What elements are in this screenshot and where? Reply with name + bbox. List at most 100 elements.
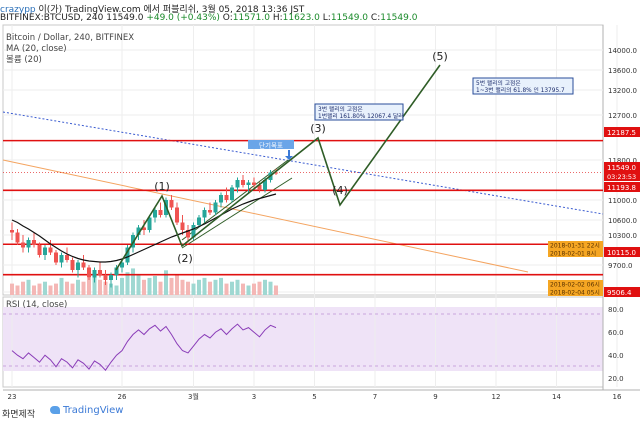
volume-bar [175,274,179,295]
open-value: 11571.0 [232,13,270,23]
rsi-line [11,323,277,371]
candle-body [32,240,36,245]
volume-bar [103,281,108,295]
volume-bar [191,283,196,295]
candle-body [263,180,267,190]
price-tick-label: 14000.0 [608,47,637,55]
volume-bar [186,281,190,295]
candle-body [125,247,130,263]
candle-body [103,275,108,280]
volume-bar [10,283,14,295]
price-tick-label: 13600.0 [608,67,637,75]
high-value: 11623.0 [282,13,320,23]
candle-body [202,210,207,218]
volume-bar [26,279,31,295]
volume-bar [54,283,58,295]
low-label: L: [322,13,331,23]
volume-bar [70,283,75,295]
price-tick-label: 10600.0 [608,217,637,225]
elliott-wave-path[interactable] [115,64,441,271]
candle-body [15,232,20,243]
wave-5-label: (5) [432,50,448,63]
volume-bar [125,272,130,295]
trendline-blue[interactable] [2,111,604,215]
time-tick-label: 12 [492,393,501,401]
date-tag-c-text: 2018-02-02 06시 [550,282,600,289]
wave-1-label: (1) [154,180,170,193]
tag-support1 [604,182,640,192]
candle-body [224,195,229,200]
volume-bar [76,279,80,295]
tag-time-text: 03:23:53 [607,173,636,181]
volume-bar [109,283,113,295]
volume-bar [120,277,124,295]
volume-bar [257,281,262,295]
volume-bar [81,281,86,295]
volume-bar [87,277,91,295]
volume-bar [224,283,229,295]
candle-body [219,195,223,203]
candle-body [43,247,47,255]
legend-volume: 볼륨 (20) [6,54,42,65]
volume-bar [59,277,64,295]
tag-support2 [604,247,640,257]
author-name[interactable]: crazypp [0,5,36,15]
volume-bar [147,277,152,295]
time-tick-label: 3 [252,393,256,401]
volume-bar [158,281,163,295]
tag-time [604,172,640,181]
volume-bar [208,281,212,295]
note-target-box[interactable] [248,140,294,149]
volume-bar [274,285,278,295]
date-tag-b [548,249,603,257]
legend-rsi: RSI (14, close) [6,300,67,310]
candle-body [208,210,212,213]
candle-body [109,275,113,280]
candle-body [142,227,146,230]
time-axis-labels: 23 26 3월 3 5 7 9 12 14 16 [8,392,622,401]
trendline-orange[interactable] [2,159,529,273]
note-target-text: 단기목표 [259,141,283,150]
candle-body [54,252,58,263]
ohlc-header: BITFINEX:BTCUSD, 240 11549.0 +49.0 (+0.4… [0,13,417,23]
volume-bar [32,285,36,295]
candle-body [257,185,262,190]
tag-support3-text: 9506.4 [607,289,632,297]
note-wave3-box[interactable] [314,103,404,121]
price-change: +49.0 (+0.43%) [146,13,220,23]
note-wave5-line2: 1~3번 랠리의 61.8% 인 13795.7 [476,86,565,94]
price-tick-label: 12700.0 [608,112,637,120]
volume-bar [169,277,174,295]
time-tick-label: 23 [8,393,17,401]
candle-body [120,262,124,268]
note-wave3-line1: 3번 랠리의 고점은 [318,105,363,113]
rsi-tick-label: 40.0 [608,352,624,360]
price-tick-label: 10300.0 [608,232,637,240]
candle-body [136,227,141,235]
volume-bar [219,277,223,295]
time-tick-label: 14 [552,393,561,401]
tradingview-logo[interactable]: TradingView [50,405,123,416]
candle-body [21,242,25,248]
volume-bar [48,285,53,295]
volume-bar [263,279,267,295]
candle-body [158,210,163,215]
candle-body [186,230,190,238]
volume-bar [230,281,234,295]
volume-bar [92,276,97,295]
price-tick-label: 11800.0 [608,157,637,165]
low-value: 11549.0 [330,13,369,23]
volume-bar [21,281,25,295]
candle-body [175,207,179,223]
volume-bar [153,276,157,295]
volume-bar [197,279,201,295]
note-wave5-box[interactable] [472,77,574,95]
legend-ma: MA (20, close) [6,44,67,54]
ma-line [11,193,277,263]
tag-support1-text: 11193.8 [607,184,636,192]
date-tag-a-text: 2018-01-31 22시 [550,243,600,250]
candle-body [48,247,53,253]
candle-body [65,255,69,260]
levels [3,139,603,276]
